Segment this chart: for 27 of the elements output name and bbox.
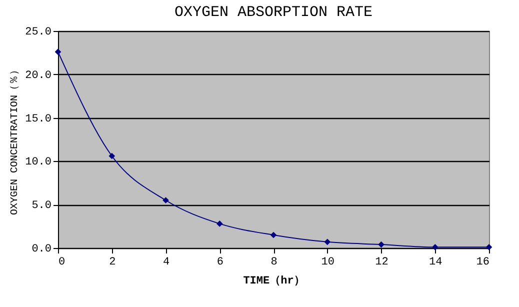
point	[486, 244, 492, 250]
y-tick-label: 0.0	[32, 244, 52, 256]
y-tick-label: 10.0	[25, 156, 52, 169]
x-tick-label: 8	[270, 256, 278, 268]
y-tick-label: 25.0	[25, 26, 52, 38]
x-tick-label: 4	[162, 256, 170, 268]
x-tick-label: 0	[58, 256, 66, 268]
y-tick-label: 20.0	[25, 70, 52, 82]
x-tick-label: 14	[429, 256, 443, 268]
x-tick-label: 10	[321, 256, 334, 268]
point	[270, 232, 277, 238]
point	[108, 152, 116, 160]
point	[216, 220, 223, 227]
y-tick-label: 15.0	[25, 113, 52, 126]
point	[324, 238, 331, 246]
chart-title: OXYGEN ABSORPTION RATE	[174, 4, 373, 21]
x-axis-title: TIME（hr）	[243, 276, 305, 288]
x-tick-label: 12	[375, 256, 388, 268]
point	[378, 241, 384, 248]
point	[54, 48, 62, 55]
y-axis-title: OXYGEN CONCENTRATION（％）	[10, 64, 22, 216]
x-tick-label: 16	[476, 256, 490, 268]
x-tick-label: 2	[109, 256, 116, 268]
y-tick-label: 5.0	[32, 200, 52, 212]
point	[432, 244, 438, 250]
point	[162, 197, 169, 204]
x-tick-label: 6	[216, 256, 224, 268]
